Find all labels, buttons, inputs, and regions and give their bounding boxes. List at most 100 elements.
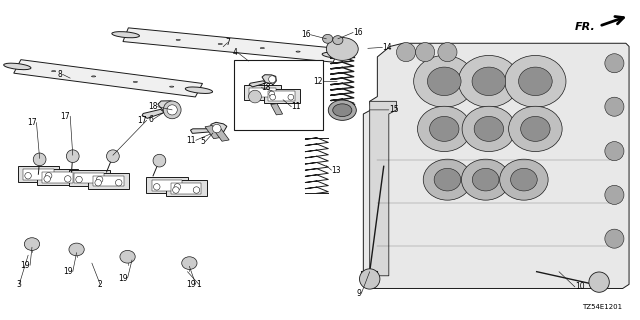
Ellipse shape [472, 168, 499, 191]
Text: 19: 19 [186, 280, 196, 289]
Text: 13: 13 [332, 166, 341, 175]
Ellipse shape [65, 176, 71, 182]
Polygon shape [166, 180, 207, 196]
Polygon shape [271, 104, 283, 115]
Ellipse shape [500, 159, 548, 200]
Polygon shape [249, 88, 276, 97]
Text: 19: 19 [63, 267, 73, 276]
Ellipse shape [33, 153, 46, 166]
Ellipse shape [415, 43, 435, 62]
Ellipse shape [505, 55, 566, 107]
Ellipse shape [605, 54, 624, 73]
Ellipse shape [133, 81, 138, 83]
Ellipse shape [269, 76, 276, 83]
Ellipse shape [438, 43, 457, 62]
Ellipse shape [423, 159, 472, 200]
Polygon shape [68, 170, 110, 186]
Text: 18: 18 [261, 83, 271, 92]
Ellipse shape [270, 94, 276, 100]
Ellipse shape [296, 51, 300, 52]
Ellipse shape [521, 116, 550, 141]
Ellipse shape [52, 71, 56, 72]
Ellipse shape [518, 67, 552, 96]
Polygon shape [205, 125, 221, 139]
Ellipse shape [396, 43, 415, 62]
Ellipse shape [472, 67, 506, 96]
Text: 6: 6 [148, 115, 153, 124]
Text: 2: 2 [98, 280, 102, 289]
Text: 18: 18 [148, 102, 157, 111]
Polygon shape [244, 85, 281, 100]
Text: 15: 15 [389, 105, 399, 114]
Polygon shape [191, 129, 210, 133]
Polygon shape [262, 75, 276, 85]
Text: 19: 19 [20, 261, 30, 270]
Ellipse shape [417, 106, 471, 152]
Polygon shape [42, 172, 72, 183]
Ellipse shape [173, 187, 179, 193]
Text: 9: 9 [356, 289, 362, 298]
Ellipse shape [193, 187, 200, 193]
Ellipse shape [605, 229, 624, 248]
Ellipse shape [248, 90, 261, 103]
Ellipse shape [360, 269, 380, 289]
Ellipse shape [120, 251, 135, 263]
Text: 11: 11 [291, 102, 301, 111]
Ellipse shape [106, 150, 119, 163]
Polygon shape [88, 173, 129, 189]
Polygon shape [152, 180, 182, 191]
Text: 17: 17 [61, 112, 70, 121]
Ellipse shape [174, 184, 180, 190]
Ellipse shape [176, 39, 180, 40]
Ellipse shape [605, 142, 624, 161]
Polygon shape [281, 94, 293, 107]
Polygon shape [74, 172, 104, 183]
Ellipse shape [413, 55, 475, 107]
Text: 11: 11 [186, 136, 196, 145]
Ellipse shape [163, 101, 181, 119]
Ellipse shape [95, 180, 101, 186]
Text: 1: 1 [196, 280, 202, 289]
Ellipse shape [260, 48, 264, 49]
Text: 16: 16 [353, 28, 363, 37]
Ellipse shape [428, 67, 461, 96]
Ellipse shape [322, 52, 349, 58]
Polygon shape [18, 166, 59, 182]
Text: TZ54E1201: TZ54E1201 [582, 304, 623, 310]
FancyBboxPatch shape [234, 60, 323, 130]
Polygon shape [123, 28, 339, 62]
Polygon shape [158, 101, 179, 115]
Ellipse shape [269, 91, 275, 97]
Ellipse shape [212, 124, 221, 133]
Text: 16: 16 [301, 30, 310, 39]
Polygon shape [213, 128, 229, 141]
Text: FR.: FR. [575, 22, 595, 32]
Text: 7: 7 [225, 38, 230, 47]
Polygon shape [273, 92, 285, 105]
Ellipse shape [25, 172, 31, 179]
Ellipse shape [509, 106, 562, 152]
Ellipse shape [112, 32, 140, 38]
Text: 10: 10 [575, 282, 584, 292]
Text: 8: 8 [58, 70, 63, 79]
Polygon shape [364, 43, 629, 288]
Ellipse shape [474, 116, 504, 141]
Ellipse shape [323, 34, 333, 43]
Ellipse shape [288, 94, 294, 100]
Polygon shape [23, 169, 54, 180]
Ellipse shape [333, 104, 352, 116]
Text: 14: 14 [383, 43, 392, 52]
Ellipse shape [605, 185, 624, 204]
Ellipse shape [4, 63, 31, 70]
Ellipse shape [97, 176, 103, 183]
Ellipse shape [167, 105, 177, 115]
Text: 3: 3 [17, 280, 22, 289]
Ellipse shape [153, 154, 166, 167]
Ellipse shape [168, 102, 179, 112]
Ellipse shape [267, 86, 277, 96]
Ellipse shape [511, 168, 537, 191]
Ellipse shape [434, 168, 461, 191]
Ellipse shape [186, 87, 212, 93]
Polygon shape [370, 101, 396, 276]
Ellipse shape [429, 116, 459, 141]
